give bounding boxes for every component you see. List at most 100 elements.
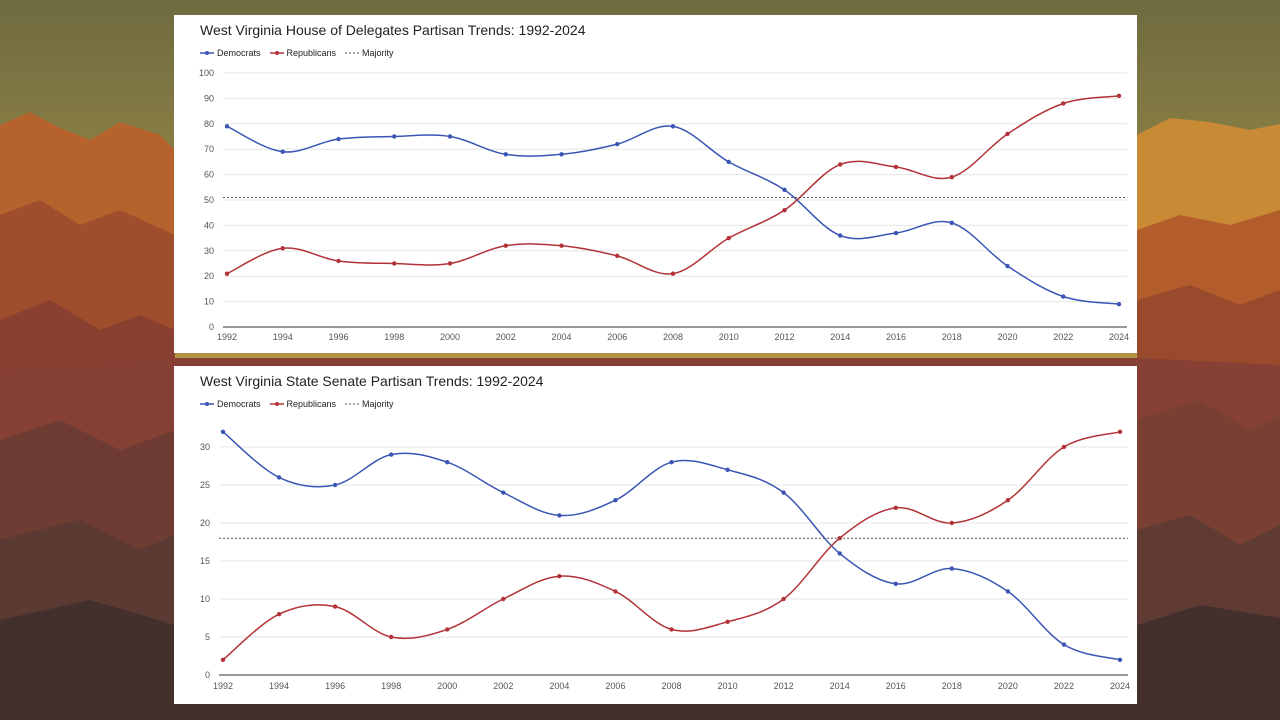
house-democrats-point <box>503 152 508 157</box>
house-republicans-point <box>615 253 620 259</box>
senate-x-tick-label: 2020 <box>998 681 1018 691</box>
senate-x-tick-label: 2018 <box>942 681 962 691</box>
house-republicans-point <box>726 235 731 241</box>
senate-democrats-point <box>388 452 394 457</box>
senate-republicans-point <box>949 520 955 526</box>
democrats-legend-icon <box>200 402 214 406</box>
house-plot-area: 0 10 20 30 40 50 60 70 80 90 100 1992 1994 1996 1998 20… <box>199 68 1129 342</box>
house-x-tick-label: 2014 <box>830 332 850 342</box>
house-republicans-point <box>893 164 899 170</box>
house-x-tick-label: 1996 <box>328 332 348 342</box>
house-republicans-line <box>226 95 1120 275</box>
house-y-tick-label: 70 <box>204 144 214 154</box>
senate-democrats-point <box>949 566 955 571</box>
house-democrats-point <box>726 159 731 165</box>
senate-republicans-line <box>222 431 1121 661</box>
house-x-tick-label: 2004 <box>551 332 571 342</box>
senate-democrats-point <box>501 490 506 495</box>
senate-republicans-point <box>220 657 226 662</box>
senate-legend-democrats-label: Democrats <box>217 399 261 409</box>
senate-democrats-point <box>557 513 562 518</box>
house-y-tick-label: 80 <box>204 119 214 129</box>
house-y-tick-label: 0 <box>209 322 214 332</box>
house-x-tick-label: 2018 <box>942 332 962 342</box>
senate-plot-area: 0 5 10 15 20 25 30 1992 1994 1996 1998 2000 2002 2004… <box>200 429 1130 691</box>
house-democrats-point <box>670 124 676 129</box>
senate-republicans-point <box>557 574 562 579</box>
house-x-tick-label: 2006 <box>607 332 627 342</box>
house-x-tick-label: 1992 <box>217 332 237 342</box>
senate-legend-majority-label: Majority <box>362 399 394 409</box>
house-democrats-point <box>1116 301 1122 307</box>
senate-y-tick-label: 10 <box>200 594 210 604</box>
senate-x-tick-label: 1996 <box>325 681 345 691</box>
house-x-tick-label: 2002 <box>496 332 516 342</box>
senate-republicans-point <box>276 612 282 617</box>
house-x-tick-label: 2010 <box>719 332 739 342</box>
senate-republicans-point <box>669 627 674 632</box>
senate-democrats-point <box>781 490 786 495</box>
senate-x-tick-label: 1994 <box>269 681 289 691</box>
senate-x-tick-label: 2014 <box>830 681 850 691</box>
senate-democrats-point <box>893 581 898 586</box>
house-x-tick-label: 2024 <box>1109 332 1129 342</box>
senate-y-tick-label: 5 <box>205 632 210 642</box>
house-republicans-point <box>559 243 564 248</box>
house-y-tick-label: 90 <box>204 93 214 103</box>
house-x-tick-label: 1994 <box>273 332 293 342</box>
house-republicans-point <box>782 207 787 213</box>
senate-democrats-point <box>1117 657 1123 662</box>
senate-republicans-point <box>613 589 618 594</box>
senate-legend-majority: Majority <box>345 399 394 409</box>
house-republicans-point <box>336 258 341 264</box>
senate-republicans-point <box>501 596 506 602</box>
senate-democrats-point <box>669 460 674 465</box>
senate-x-tick-label: 2024 <box>1110 681 1130 691</box>
senate-republicans-point <box>893 505 898 510</box>
house-legend-majority: Majority <box>345 48 394 58</box>
senate-chart-title: West Virginia State Senate Partisan Tren… <box>200 373 544 389</box>
house-legend-republicans-label: Republicans <box>286 48 337 58</box>
house-democrats-point <box>224 124 230 129</box>
senate-x-tick-label: 2010 <box>718 681 738 691</box>
senate-y-tick-label: 15 <box>200 556 210 566</box>
democrats-legend-icon <box>200 51 214 55</box>
republicans-legend-icon <box>269 402 284 406</box>
house-republicans-point <box>224 271 230 276</box>
senate-x-tick-label: 2008 <box>661 681 681 691</box>
house-chart-title: West Virginia House of Delegates Partisa… <box>200 22 586 38</box>
house-democrats-point <box>559 152 564 157</box>
house-legend-republicans: Republicans <box>269 48 337 58</box>
house-republicans-point <box>670 271 676 276</box>
senate-x-tick-label: 1992 <box>213 681 233 691</box>
senate-y-tick-label: 0 <box>205 670 210 680</box>
house-republicans-point <box>503 243 508 248</box>
house-republicans-point <box>949 174 954 180</box>
house-legend-democrats: Democrats <box>200 48 261 58</box>
senate-x-tick-label: 2000 <box>437 681 457 691</box>
house-republicans-point <box>1005 131 1010 137</box>
house-democrats-point <box>615 141 620 147</box>
senate-legend-republicans-label: Republicans <box>286 399 337 409</box>
senate-legend-republicans: Republicans <box>269 399 337 409</box>
senate-x-tick-label: 2012 <box>774 681 794 691</box>
house-x-tick-label: 2000 <box>440 332 460 342</box>
house-y-tick-label: 20 <box>204 271 214 281</box>
senate-democrats-point <box>1005 589 1011 594</box>
house-democrats-point <box>782 187 787 193</box>
senate-x-tick-label: 2022 <box>1054 681 1074 691</box>
house-democrats-point <box>949 220 954 226</box>
house-democrats-point <box>893 230 899 236</box>
senate-x-tick-label: 2016 <box>886 681 906 691</box>
senate-x-tick-label: 2002 <box>493 681 513 691</box>
house-democrats-point <box>1005 263 1010 269</box>
house-republicans-point <box>392 261 397 266</box>
senate-republicans-point <box>725 619 730 624</box>
senate-republicans-point <box>781 596 786 602</box>
house-x-tick-label: 2022 <box>1053 332 1073 342</box>
senate-democrats-line <box>222 431 1121 661</box>
senate-y-tick-label: 25 <box>200 480 210 490</box>
senate-democrats-point <box>276 475 282 480</box>
house-x-tick-label: 2016 <box>886 332 906 342</box>
senate-democrats-point <box>445 460 450 465</box>
